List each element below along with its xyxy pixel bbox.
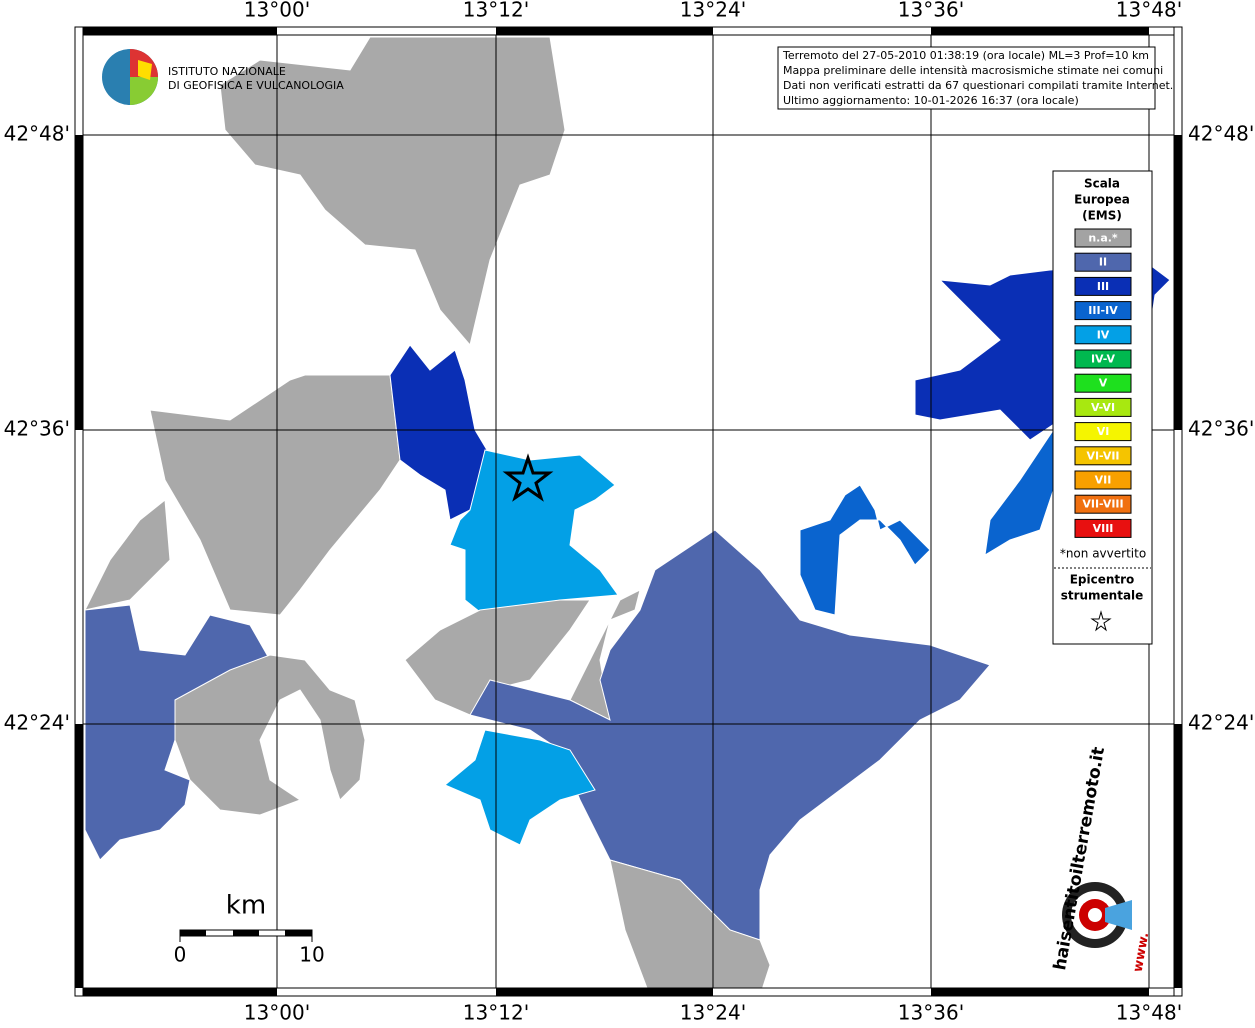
lon-label: 13°12'	[463, 1001, 529, 1025]
lon-label: 13°00'	[244, 1001, 310, 1025]
legend-title: Scala	[1084, 177, 1120, 191]
lon-label: 13°36'	[898, 0, 964, 22]
lat-label: 42°36'	[1188, 417, 1254, 441]
lon-label: 13°24'	[680, 1001, 746, 1025]
legend-epicenter: strumentale	[1061, 589, 1144, 603]
site-logo: haisentitoilterremoto.it www.	[1050, 746, 1152, 974]
scale-label: 10	[299, 943, 324, 967]
legend-epicenter: Epicentro	[1070, 573, 1135, 587]
info-line: Ultimo aggiornamento: 10-01-2026 16:37 (…	[783, 94, 1079, 107]
legend-star	[1090, 610, 1112, 632]
legend: Scala Europea (EMS) *non avvertito Epice…	[1052, 170, 1153, 645]
regions	[84, 36, 1171, 997]
legend-label: VI	[1097, 425, 1110, 438]
legend-label: IV-V	[1091, 353, 1116, 366]
info-line: Dati non verificati estratti da 67 quest…	[783, 79, 1173, 92]
legend-label: IV	[1097, 328, 1110, 341]
lon-label: 13°48'	[1116, 0, 1182, 22]
lon-label: 13°48'	[1116, 1001, 1182, 1025]
legend-swatch	[1074, 518, 1132, 538]
lon-label: 13°36'	[898, 1001, 964, 1025]
legend-swatch	[1074, 325, 1132, 345]
lon-label: 13°24'	[680, 0, 746, 22]
lon-label: 13°00'	[244, 0, 310, 22]
frame	[74, 26, 1183, 997]
lat-label: 42°24'	[1188, 711, 1254, 735]
legend-swatch	[1074, 228, 1132, 248]
scale-unit: km	[226, 891, 266, 921]
legend-label: III-IV	[1088, 304, 1118, 317]
legend-swatch	[1074, 397, 1132, 417]
legend-swatch	[1074, 301, 1132, 321]
latitude-labels: 42°48' 42°36' 42°24' 42°48' 42°36' 42°24…	[4, 122, 1255, 735]
legend-label: III	[1097, 280, 1109, 293]
lon-label: 13°12'	[463, 0, 529, 22]
graticule	[75, 27, 1182, 996]
legend-swatch	[1074, 470, 1132, 490]
site-prefix: www.	[1131, 931, 1153, 973]
info-box: Terremoto del 27-05-2010 01:38:19 (ora l…	[777, 46, 1173, 110]
legend-swatch	[1074, 422, 1132, 442]
legend-label: II	[1099, 256, 1107, 269]
lat-label: 42°36'	[4, 417, 70, 441]
info-line: Mappa preliminare delle intensità macros…	[783, 64, 1163, 77]
legend-title: Europea	[1074, 193, 1130, 207]
legend-swatch	[1074, 446, 1132, 466]
legend-note: *non avvertito	[1060, 547, 1146, 561]
scale-label: 0	[174, 943, 187, 967]
legend-title: (EMS)	[1082, 209, 1122, 223]
ingv-logo: ISTITUTO NAZIONALE DI GEOFISICA E VULCAN…	[102, 49, 344, 105]
legend-label: V	[1099, 377, 1108, 390]
info-line: Terremoto del 27-05-2010 01:38:19 (ora l…	[782, 49, 1149, 62]
legend-swatch	[1074, 349, 1132, 369]
legend-label: VII-VIII	[1082, 498, 1123, 511]
legend-swatch	[1074, 276, 1132, 296]
lat-label: 42°48'	[4, 122, 70, 146]
legend-label: VII	[1095, 474, 1112, 487]
epicenter-star	[502, 453, 554, 502]
lat-label: 42°48'	[1188, 122, 1254, 146]
legend-label: VIII	[1093, 522, 1114, 535]
longitude-labels: 13°00' 13°12' 13°24' 13°36' 13°48' 13°00…	[244, 0, 1182, 1025]
scale-bar: km 0 10	[174, 891, 325, 967]
legend-label: V-VI	[1091, 401, 1115, 414]
legend-swatch	[1074, 252, 1132, 272]
legend-swatch	[1074, 494, 1132, 514]
logo-text: ISTITUTO NAZIONALE	[168, 65, 286, 78]
legend-label: VI-VII	[1086, 449, 1119, 462]
lat-label: 42°24'	[4, 711, 70, 735]
legend-swatch	[1074, 373, 1132, 393]
logo-text: DI GEOFISICA E VULCANOLOGIA	[168, 79, 344, 92]
legend-label: n.a.*	[1088, 232, 1118, 245]
